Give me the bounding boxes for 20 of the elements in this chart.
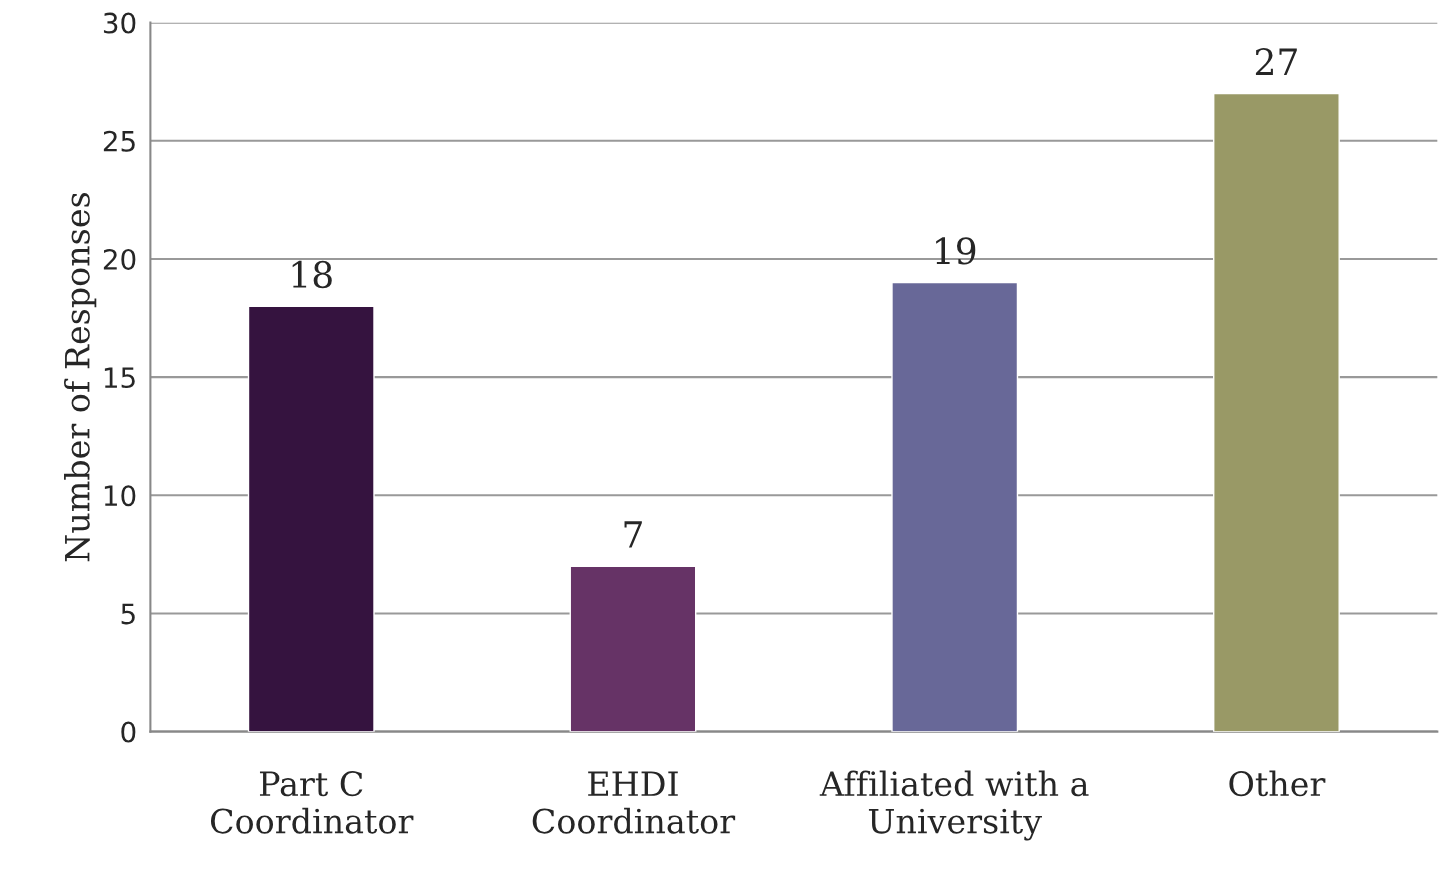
y-tick-label: 25 <box>103 130 135 152</box>
x-tick-label: Part C Coordinator <box>210 771 414 834</box>
data-label: 19 <box>936 237 976 265</box>
y-tick-label: 5 <box>121 603 135 625</box>
y-tick-label: 15 <box>104 367 135 389</box>
bar <box>1213 92 1340 732</box>
y-tick-label: 10 <box>104 485 136 507</box>
y-axis-title: Number of Responses <box>64 193 97 562</box>
data-label: 18 <box>292 260 332 289</box>
bar <box>247 305 375 732</box>
x-tick-label: EHDI Coordinator <box>532 771 736 834</box>
bar <box>569 565 697 732</box>
bar <box>891 281 1019 732</box>
data-label: 7 <box>624 521 642 548</box>
x-tick-label: Affiliated with a University <box>819 770 1089 841</box>
y-tick-label: 30 <box>103 12 136 34</box>
y-tick-label: 20 <box>103 248 136 270</box>
data-label: 27 <box>1255 48 1297 75</box>
y-tick-label: 0 <box>121 721 136 743</box>
x-tick-label: Other <box>1229 770 1326 797</box>
